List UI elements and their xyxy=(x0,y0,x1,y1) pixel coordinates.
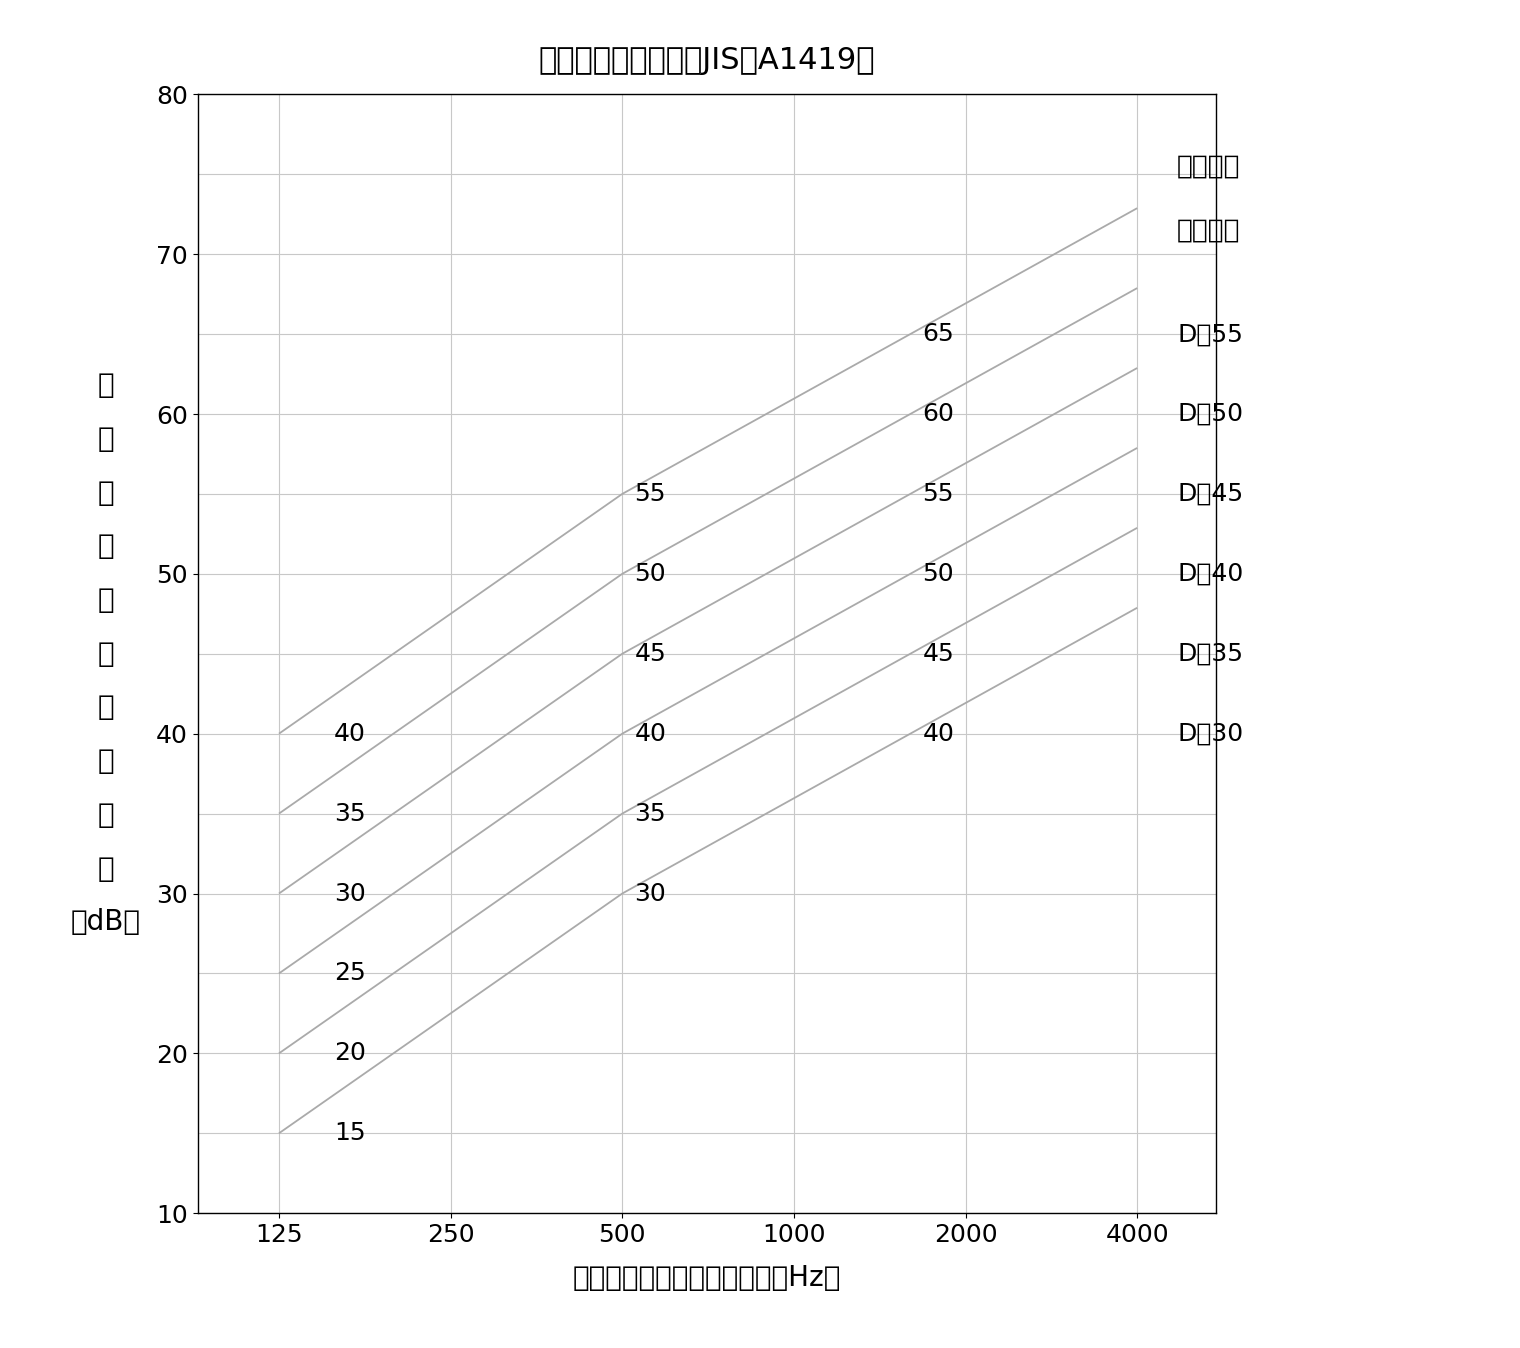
Text: 60: 60 xyxy=(923,402,955,426)
Text: 差: 差 xyxy=(97,855,114,883)
Text: 30: 30 xyxy=(334,882,366,906)
Text: 50: 50 xyxy=(634,562,666,586)
Text: 55: 55 xyxy=(923,483,955,506)
Text: 50: 50 xyxy=(923,562,955,586)
Text: D－30: D－30 xyxy=(1176,721,1243,745)
Text: 20: 20 xyxy=(334,1042,366,1065)
Text: 65: 65 xyxy=(923,322,955,346)
Title: 建築物の遮音等級（JIS　A1419）: 建築物の遮音等級（JIS A1419） xyxy=(538,46,876,75)
Text: 25: 25 xyxy=(334,961,366,985)
Text: 40: 40 xyxy=(334,721,366,745)
Text: D－35: D－35 xyxy=(1176,642,1243,666)
Text: ル: ル xyxy=(97,801,114,829)
Text: 40: 40 xyxy=(923,721,955,745)
Text: 均: 均 xyxy=(97,532,114,561)
Text: 圧: 圧 xyxy=(97,640,114,667)
Text: 15: 15 xyxy=(334,1122,366,1146)
Text: 45: 45 xyxy=(634,642,666,666)
X-axis label: オクターブ帯域中心周波数（Hz）: オクターブ帯域中心周波数（Hz） xyxy=(573,1263,841,1291)
Text: 40: 40 xyxy=(634,721,666,745)
Text: 間: 間 xyxy=(97,425,114,453)
Text: 平: 平 xyxy=(97,479,114,507)
Text: D－40: D－40 xyxy=(1176,562,1243,586)
Text: 30: 30 xyxy=(634,882,666,906)
Text: ベ: ベ xyxy=(97,747,114,775)
Text: 45: 45 xyxy=(923,642,955,666)
Text: 35: 35 xyxy=(634,802,666,825)
Text: 室: 室 xyxy=(97,371,114,399)
Text: （dB）: （dB） xyxy=(71,909,141,937)
Text: 音: 音 xyxy=(97,586,114,615)
Text: D－55: D－55 xyxy=(1176,322,1243,346)
Text: D－50: D－50 xyxy=(1176,402,1243,426)
Text: 55: 55 xyxy=(634,483,666,506)
Text: 遮音等級: 遮音等級 xyxy=(1176,154,1240,179)
Text: 35: 35 xyxy=(334,802,366,825)
Text: の呼び方: の呼び方 xyxy=(1176,217,1240,243)
Text: レ: レ xyxy=(97,693,114,721)
Text: D－45: D－45 xyxy=(1176,483,1243,506)
